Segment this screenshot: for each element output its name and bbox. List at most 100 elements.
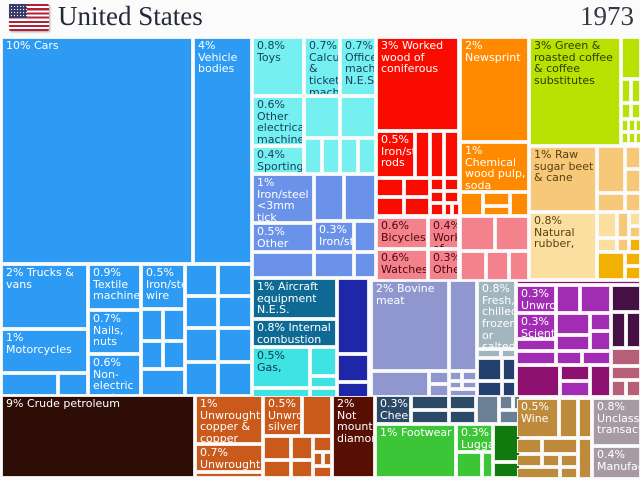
treemap-cell[interactable]	[416, 132, 429, 177]
treemap-cell[interactable]	[431, 192, 443, 202]
treemap-cell[interactable]	[405, 179, 429, 196]
treemap-cell[interactable]	[445, 204, 451, 215]
treemap-cell-coffee[interactable]: 3% Green & roasted coffee & coffee subst…	[530, 38, 620, 145]
treemap-cell[interactable]	[430, 372, 448, 383]
treemap-cell[interactable]	[314, 437, 331, 451]
treemap-cell[interactable]	[502, 350, 515, 357]
treemap-cell[interactable]	[186, 297, 217, 327]
treemap-cell[interactable]	[461, 193, 482, 215]
treemap-cell[interactable]	[630, 213, 640, 225]
treemap-cell[interactable]	[622, 80, 630, 102]
treemap-cell-other-iron-steel[interactable]: 0.5% Other	[253, 224, 313, 251]
treemap-cell-toys[interactable]: 0.8% Toys	[253, 38, 303, 95]
treemap-cell[interactable]	[219, 265, 251, 295]
treemap-cell-manufactured[interactable]: 0.4% Manufactured	[593, 447, 640, 478]
treemap-cell[interactable]	[305, 139, 321, 173]
treemap-cell[interactable]	[457, 453, 481, 477]
treemap-cell-diamonds[interactable]: 2% Not mounted diamond	[333, 396, 374, 477]
treemap-cell[interactable]	[253, 253, 313, 277]
treemap-cell-scientific-instruments[interactable]: 0.3% Scientific	[517, 314, 555, 338]
treemap-cell[interactable]	[636, 120, 640, 131]
treemap-cell[interactable]	[612, 349, 640, 365]
treemap-cell[interactable]	[338, 383, 368, 397]
treemap-cell-other-electrical-machines[interactable]: 0.6% Other electrica machine	[253, 97, 303, 145]
treemap-cell[interactable]	[372, 372, 428, 396]
treemap-cell[interactable]	[338, 279, 368, 353]
treemap-cell[interactable]	[323, 139, 339, 173]
treemap-cell[interactable]	[622, 38, 640, 78]
treemap-cell[interactable]	[557, 314, 589, 334]
treemap-cell[interactable]	[598, 194, 624, 211]
treemap-cell[interactable]	[477, 396, 498, 423]
treemap-cell-sporting-goods[interactable]: 0.4% Sporting	[253, 147, 303, 173]
treemap-cell[interactable]	[377, 198, 403, 215]
treemap-cell[interactable]	[579, 399, 591, 437]
treemap-cell[interactable]	[543, 439, 577, 453]
treemap-cell[interactable]	[377, 179, 403, 196]
treemap-cell[interactable]	[484, 207, 509, 215]
treemap-cell[interactable]	[627, 381, 640, 396]
treemap-cell[interactable]	[355, 253, 375, 277]
treemap-cell[interactable]	[338, 355, 368, 381]
treemap-cell-unwrought-metal[interactable]: 0.7% Unwrought	[196, 445, 262, 471]
treemap-cell[interactable]	[478, 382, 501, 396]
treemap-cell[interactable]	[305, 97, 339, 137]
treemap-cell-crude-petroleum[interactable]: 9% Crude petroleum	[2, 396, 194, 477]
treemap-cell[interactable]	[618, 239, 628, 251]
treemap-cell[interactable]	[517, 455, 541, 466]
treemap-cell[interactable]	[405, 198, 429, 215]
treemap-cell[interactable]	[626, 267, 640, 279]
treemap-cell[interactable]	[557, 352, 581, 364]
treemap-cell[interactable]	[630, 227, 640, 237]
treemap-cell[interactable]	[2, 374, 57, 395]
treemap-cell[interactable]	[345, 175, 375, 220]
treemap-cell[interactable]	[315, 253, 353, 277]
treemap-cell[interactable]	[517, 439, 541, 453]
treemap-cell[interactable]	[583, 352, 610, 364]
treemap-cell-unwrought-purple[interactable]: 0.3% Unwrought	[517, 286, 555, 312]
treemap-cell[interactable]	[618, 213, 628, 237]
treemap-cell[interactable]	[430, 385, 448, 396]
treemap-cell-gas[interactable]: 0.5% Gas,	[253, 348, 309, 387]
treemap-cell-unclassified-transactions[interactable]: 0.8% Unclassified transactions	[593, 399, 640, 445]
treemap-cell-worked-wood[interactable]: 3% Worked wood of coniferous	[377, 38, 458, 130]
treemap-cell[interactable]	[303, 396, 331, 435]
treemap-cell[interactable]	[503, 359, 515, 380]
treemap-cell-cars[interactable]: 10% Cars	[2, 38, 192, 263]
treemap-cell-chemical-wood-pulp[interactable]: 1% Chemical wood pulp, soda	[461, 143, 528, 191]
treemap-cell[interactable]	[598, 213, 616, 237]
treemap-cell[interactable]	[622, 120, 628, 131]
treemap-cell-vehicle-bodies[interactable]: 4% Vehicle bodies	[194, 38, 251, 263]
treemap-cell[interactable]	[557, 336, 589, 350]
treemap-cell[interactable]	[164, 310, 184, 340]
treemap-cell-newsprint[interactable]: 2% Newsprint	[461, 38, 528, 141]
treemap-cell[interactable]	[630, 239, 640, 251]
treemap-cell[interactable]	[478, 359, 501, 380]
treemap-cell[interactable]	[483, 453, 492, 477]
treemap-cell[interactable]	[219, 329, 251, 361]
treemap-cell[interactable]	[517, 366, 559, 396]
treemap-cell-internal-combustion[interactable]: 0.8% Internal combustion	[253, 320, 336, 346]
treemap-cell[interactable]	[496, 217, 528, 250]
treemap-cell[interactable]	[598, 147, 624, 192]
treemap-cell[interactable]	[561, 468, 577, 478]
treemap-cell[interactable]	[622, 104, 630, 118]
treemap-cell[interactable]	[626, 253, 640, 265]
treemap-cell[interactable]	[622, 133, 628, 143]
treemap-cell[interactable]	[450, 281, 476, 370]
treemap-cell[interactable]	[612, 286, 640, 311]
treemap-cell[interactable]	[186, 363, 217, 395]
treemap-cell[interactable]	[341, 139, 357, 173]
treemap-cell[interactable]	[632, 80, 640, 102]
treemap-cell[interactable]	[431, 132, 443, 177]
treemap-cell[interactable]	[517, 468, 559, 478]
treemap-cell[interactable]	[59, 374, 87, 395]
treemap-cell[interactable]	[450, 411, 475, 423]
treemap-cell[interactable]	[478, 350, 500, 357]
treemap-cell[interactable]	[311, 348, 336, 375]
treemap-cell[interactable]	[591, 314, 610, 330]
treemap-cell[interactable]	[219, 363, 251, 395]
treemap-cell[interactable]	[517, 352, 555, 364]
treemap-cell[interactable]	[517, 340, 555, 350]
treemap-cell-fresh-meat[interactable]: 0.8% Fresh, chilled, frozen or salted	[478, 281, 515, 348]
